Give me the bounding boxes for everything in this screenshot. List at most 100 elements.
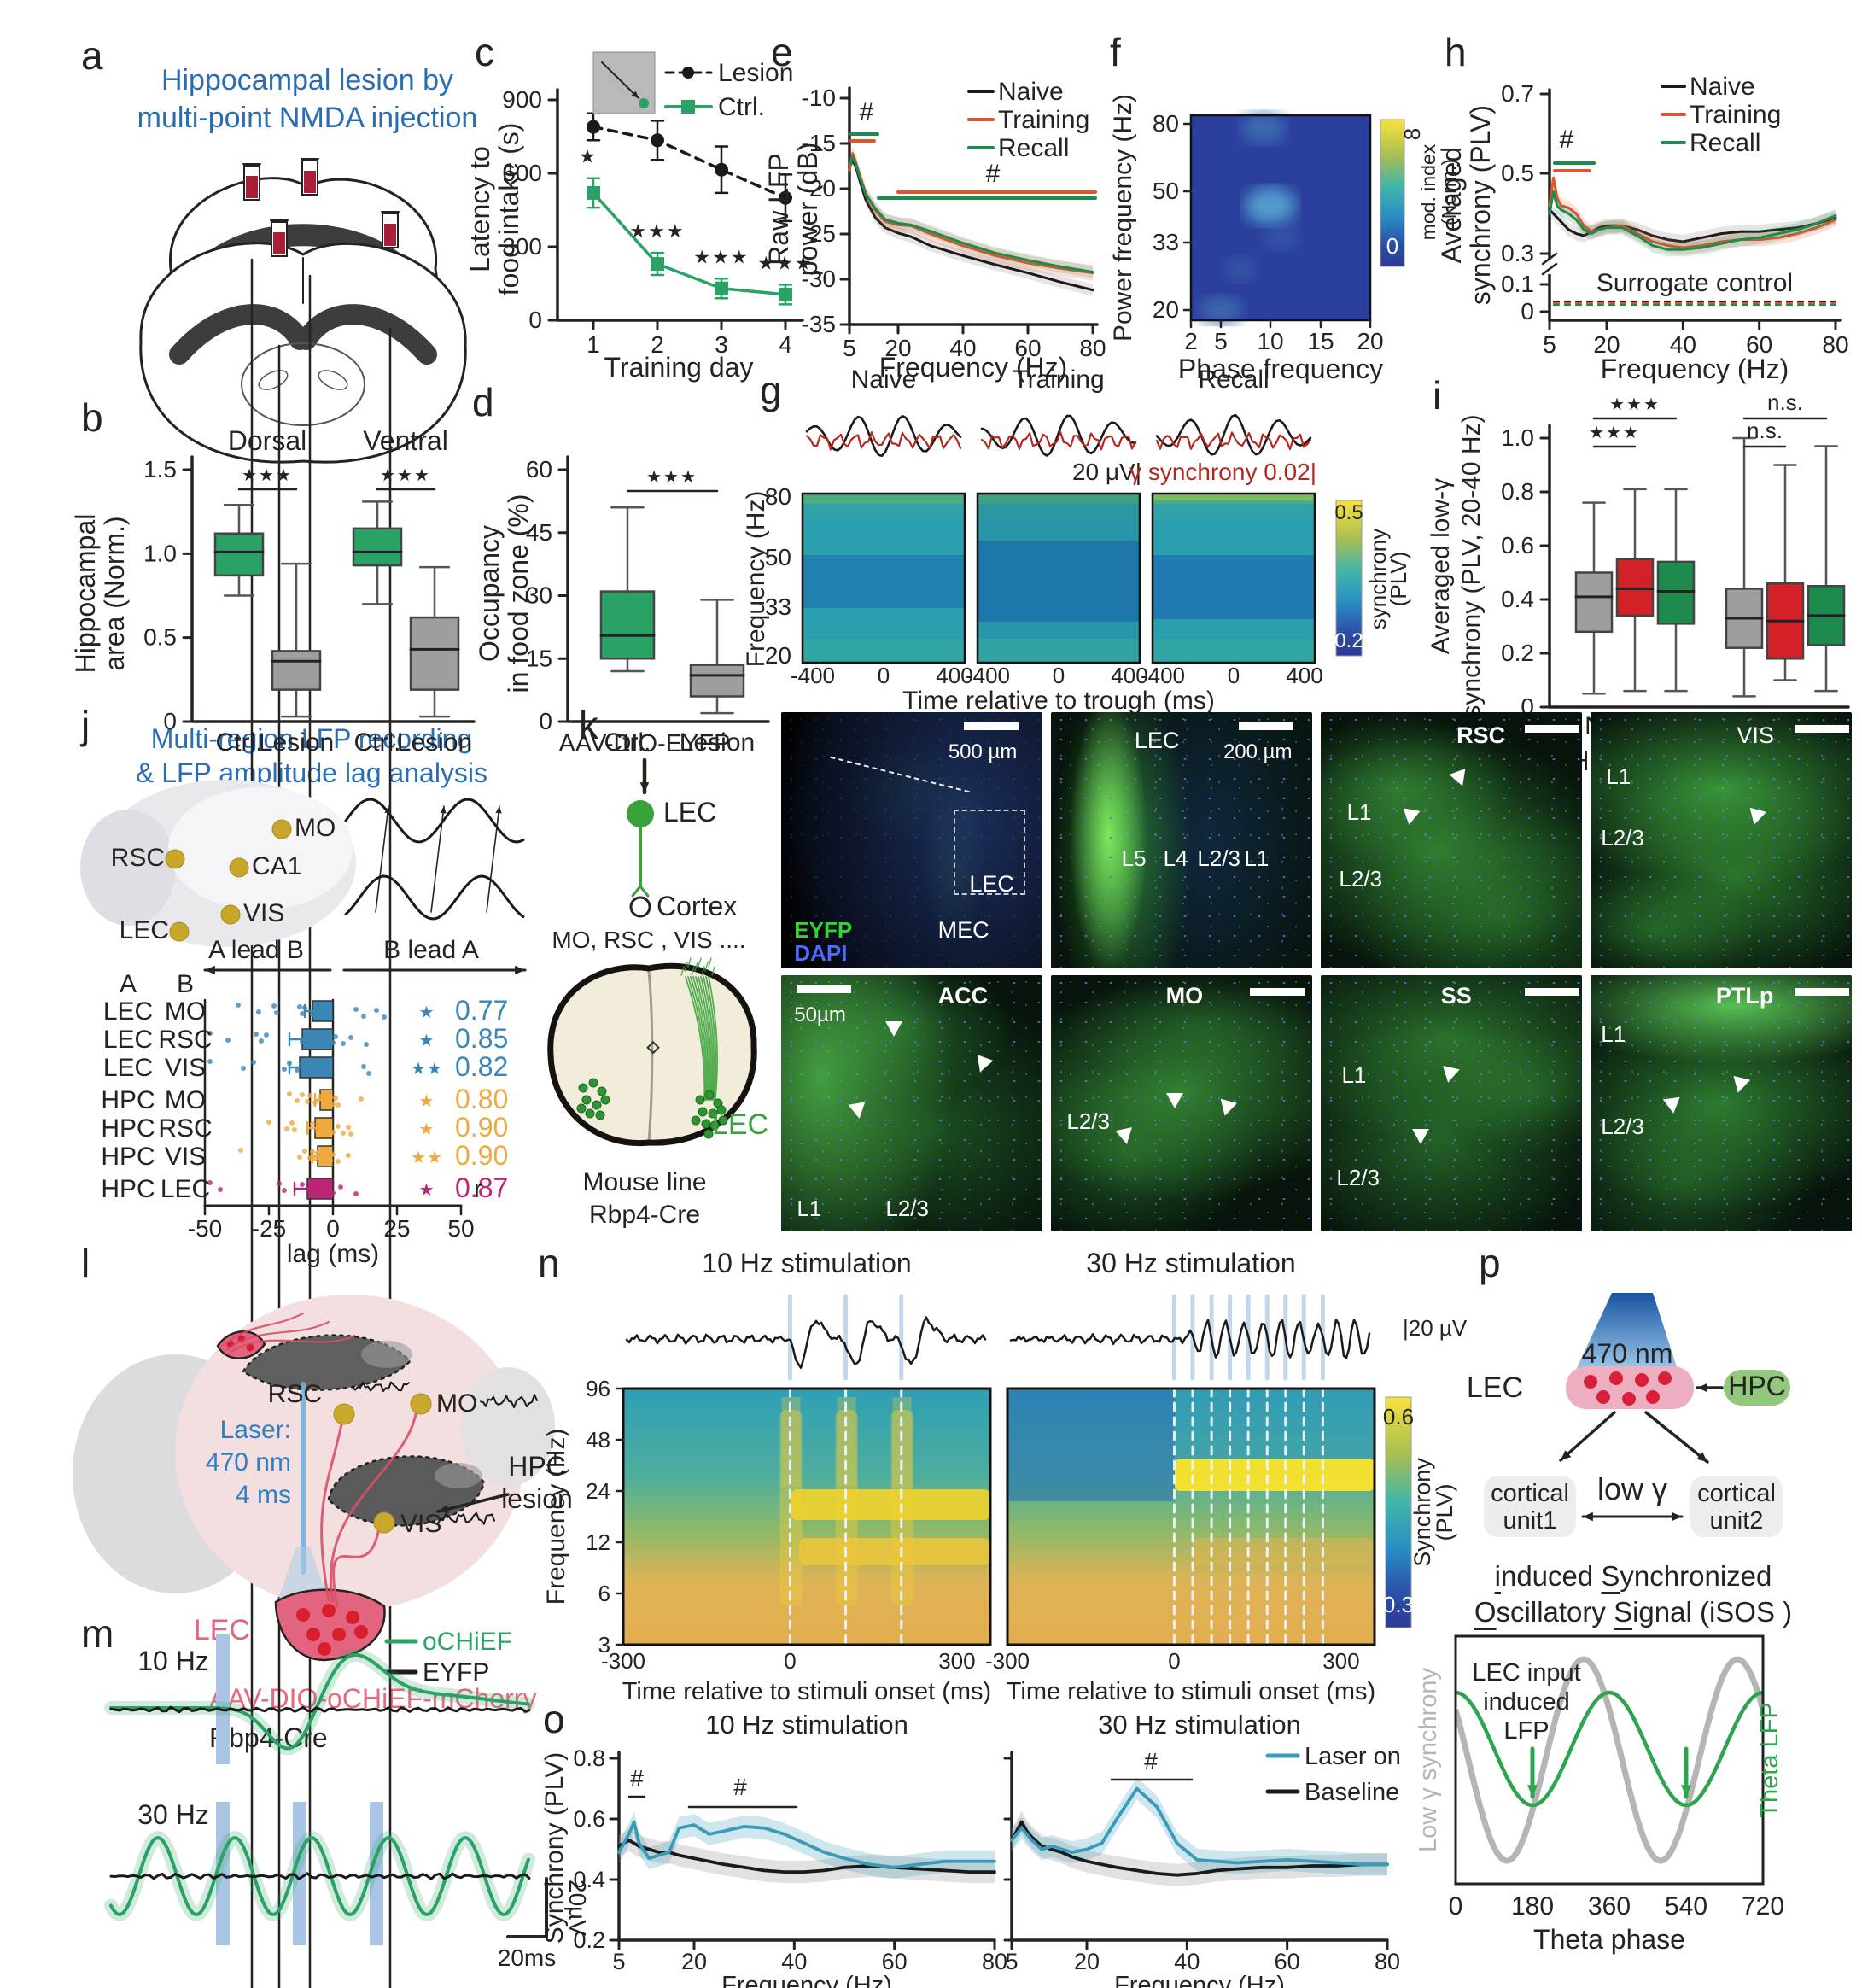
thalamus-outline	[241, 342, 365, 426]
x-tick-label: 20	[1074, 1949, 1100, 1974]
annotation: LFP	[1503, 1717, 1549, 1745]
theta-trace	[1155, 413, 1312, 456]
y-axis-label: Frequency (Hz)	[742, 491, 770, 668]
x-axis-label: Time relative to trough (ms)	[902, 687, 1215, 715]
region-name-label: MEC	[937, 917, 989, 943]
neuron-dot	[1584, 1375, 1597, 1389]
eyfp-trace	[109, 1872, 531, 1880]
sig-mark: #	[630, 1765, 644, 1792]
low-gamma-label: low γ	[1597, 1471, 1667, 1506]
fiber	[229, 1334, 356, 1354]
x-tick-label: -300	[985, 1648, 1030, 1674]
sig-mark: #	[860, 98, 874, 126]
lfp-wiggle	[352, 1381, 410, 1392]
heatmap-hotspot	[1241, 113, 1286, 143]
cortex-label: Cortex	[657, 891, 737, 921]
colorbar-max: 0.6	[1383, 1404, 1414, 1430]
laser-curve	[617, 1820, 996, 1869]
arrowhead-marker	[1114, 1127, 1135, 1146]
y-axis-label: Hippocampal	[70, 514, 101, 674]
stim-title: 10 Hz stimulation	[702, 1248, 911, 1278]
x-tick-label: 40	[949, 335, 976, 361]
error-bar	[288, 1032, 304, 1047]
layer-label: L2/3	[1601, 1114, 1644, 1139]
gamma-synchrony-trace	[805, 431, 962, 451]
data-dot	[256, 1009, 261, 1014]
colorbar-label: mod. index	[1417, 143, 1439, 240]
panel-label-b: b	[81, 395, 103, 440]
lec-contralateral	[216, 1330, 266, 1359]
x-tick-label: 60	[1014, 335, 1041, 361]
scale-text: 500 µm	[948, 740, 1018, 763]
data-dot	[292, 1127, 297, 1132]
neuron-dot	[1646, 1390, 1660, 1404]
data-dot	[361, 1014, 366, 1019]
microscopy-image-VIS: VIS L1 L2/3	[1591, 712, 1852, 968]
microscopy-image-SS: SS L1 L2/3	[1321, 975, 1582, 1231]
shaded-band	[849, 150, 1093, 278]
r-value: 0.82	[455, 1051, 508, 1082]
layer-label: L1	[1601, 1021, 1626, 1047]
box	[1574, 571, 1614, 634]
lec-label: LEC	[663, 797, 716, 827]
syringe-nmda	[384, 224, 396, 246]
x-tick-label: 0	[784, 1648, 796, 1674]
row-region-b: VIS	[165, 1143, 206, 1171]
data-dot	[300, 1182, 305, 1187]
region-name-label: LEC	[1134, 728, 1180, 753]
sig-mark: n.s.	[1747, 418, 1783, 443]
sig-mark: ★★	[411, 1149, 443, 1167]
colorbar-max: 8	[1399, 128, 1425, 140]
arrowhead-marker	[972, 1055, 994, 1075]
data-dot	[341, 1131, 346, 1136]
arrowhead-marker	[1745, 807, 1766, 827]
theta-trace	[980, 414, 1137, 457]
x-tick-label: 2	[651, 331, 664, 358]
isos-segment: S	[1614, 1596, 1633, 1628]
isos-segment: S	[1601, 1560, 1620, 1592]
data-dot	[315, 1006, 320, 1011]
microscopy-image-ACC: ACC 50µm L1 L2/3	[781, 975, 1042, 1231]
x-axis-label: Phase frequency	[1178, 354, 1383, 384]
panel-label-f: f	[1110, 30, 1121, 74]
whisker	[610, 506, 645, 673]
fiber	[320, 1423, 343, 1602]
scale-bar	[1524, 725, 1579, 733]
data-dot	[297, 1155, 302, 1160]
x-axis-label: Frequency (Hz)	[721, 1972, 892, 1988]
panel-a-title-line1: Hippocampal lesion by	[161, 64, 454, 96]
x-tick-label: 60	[1275, 1949, 1300, 1974]
light-cone	[1576, 1293, 1678, 1370]
shaded-band	[849, 155, 1093, 296]
y-tick-label: 60	[526, 456, 552, 482]
region-label: CA1	[252, 852, 301, 880]
x-tick-label: 5	[612, 1949, 625, 1974]
path	[694, 962, 698, 972]
y-axis-label: Synchrony (PLV)	[540, 1752, 569, 1944]
arrowhead-marker	[1449, 769, 1471, 789]
surrogate-label: Surrogate control	[1596, 269, 1793, 297]
y-tick-label: 12	[586, 1529, 610, 1555]
layer-label: L2/3	[1339, 866, 1383, 892]
x-tick-label: 80	[982, 1949, 1007, 1974]
x-tick-label: 300	[1322, 1648, 1359, 1674]
whisker	[1814, 445, 1838, 693]
row-region-a: HPC	[101, 1114, 155, 1143]
arrowhead-marker	[848, 1102, 867, 1120]
stim-title: 10 Hz stimulation	[705, 1710, 908, 1740]
data-dot	[336, 1159, 341, 1164]
data-dot	[254, 1032, 259, 1037]
x-tick-label: 80	[1079, 335, 1106, 361]
x-tick-label: 20	[1357, 328, 1383, 354]
series-Ctrl.	[592, 191, 787, 296]
scale-bar	[1794, 725, 1849, 733]
arrowhead-marker	[1216, 1098, 1237, 1119]
r-value: 0.87	[455, 1172, 508, 1203]
isos-text-line2: Oscillatory Signal (iSOS )	[1471, 1596, 1795, 1628]
whisker	[418, 565, 451, 718]
freq-label: 10 Hz	[137, 1646, 209, 1676]
data-dot	[289, 1120, 295, 1126]
